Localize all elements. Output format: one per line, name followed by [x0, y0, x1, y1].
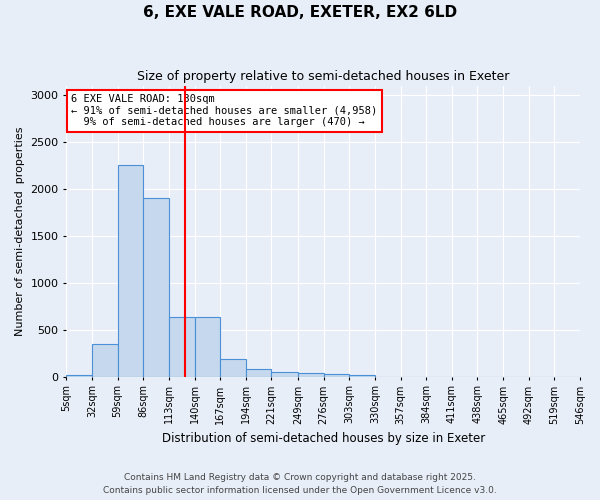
Bar: [271, 372, 298, 376]
Text: 6 EXE VALE ROAD: 130sqm
← 91% of semi-detached houses are smaller (4,958)
  9% o: 6 EXE VALE ROAD: 130sqm ← 91% of semi-de…: [71, 94, 378, 128]
Text: 6, EXE VALE ROAD, EXETER, EX2 6LD: 6, EXE VALE ROAD, EXETER, EX2 6LD: [143, 5, 457, 20]
Bar: [143, 198, 169, 376]
Bar: [298, 373, 323, 376]
Y-axis label: Number of semi-detached  properties: Number of semi-detached properties: [15, 126, 25, 336]
Bar: [246, 369, 271, 376]
Bar: [349, 375, 375, 376]
Bar: [194, 316, 220, 376]
Title: Size of property relative to semi-detached houses in Exeter: Size of property relative to semi-detach…: [137, 70, 509, 83]
Bar: [92, 344, 118, 376]
Bar: [67, 375, 92, 376]
X-axis label: Distribution of semi-detached houses by size in Exeter: Distribution of semi-detached houses by …: [161, 432, 485, 445]
Bar: [220, 360, 246, 376]
Text: Contains HM Land Registry data © Crown copyright and database right 2025.
Contai: Contains HM Land Registry data © Crown c…: [103, 474, 497, 495]
Bar: [323, 374, 349, 376]
Bar: [169, 316, 194, 376]
Bar: [118, 166, 143, 376]
